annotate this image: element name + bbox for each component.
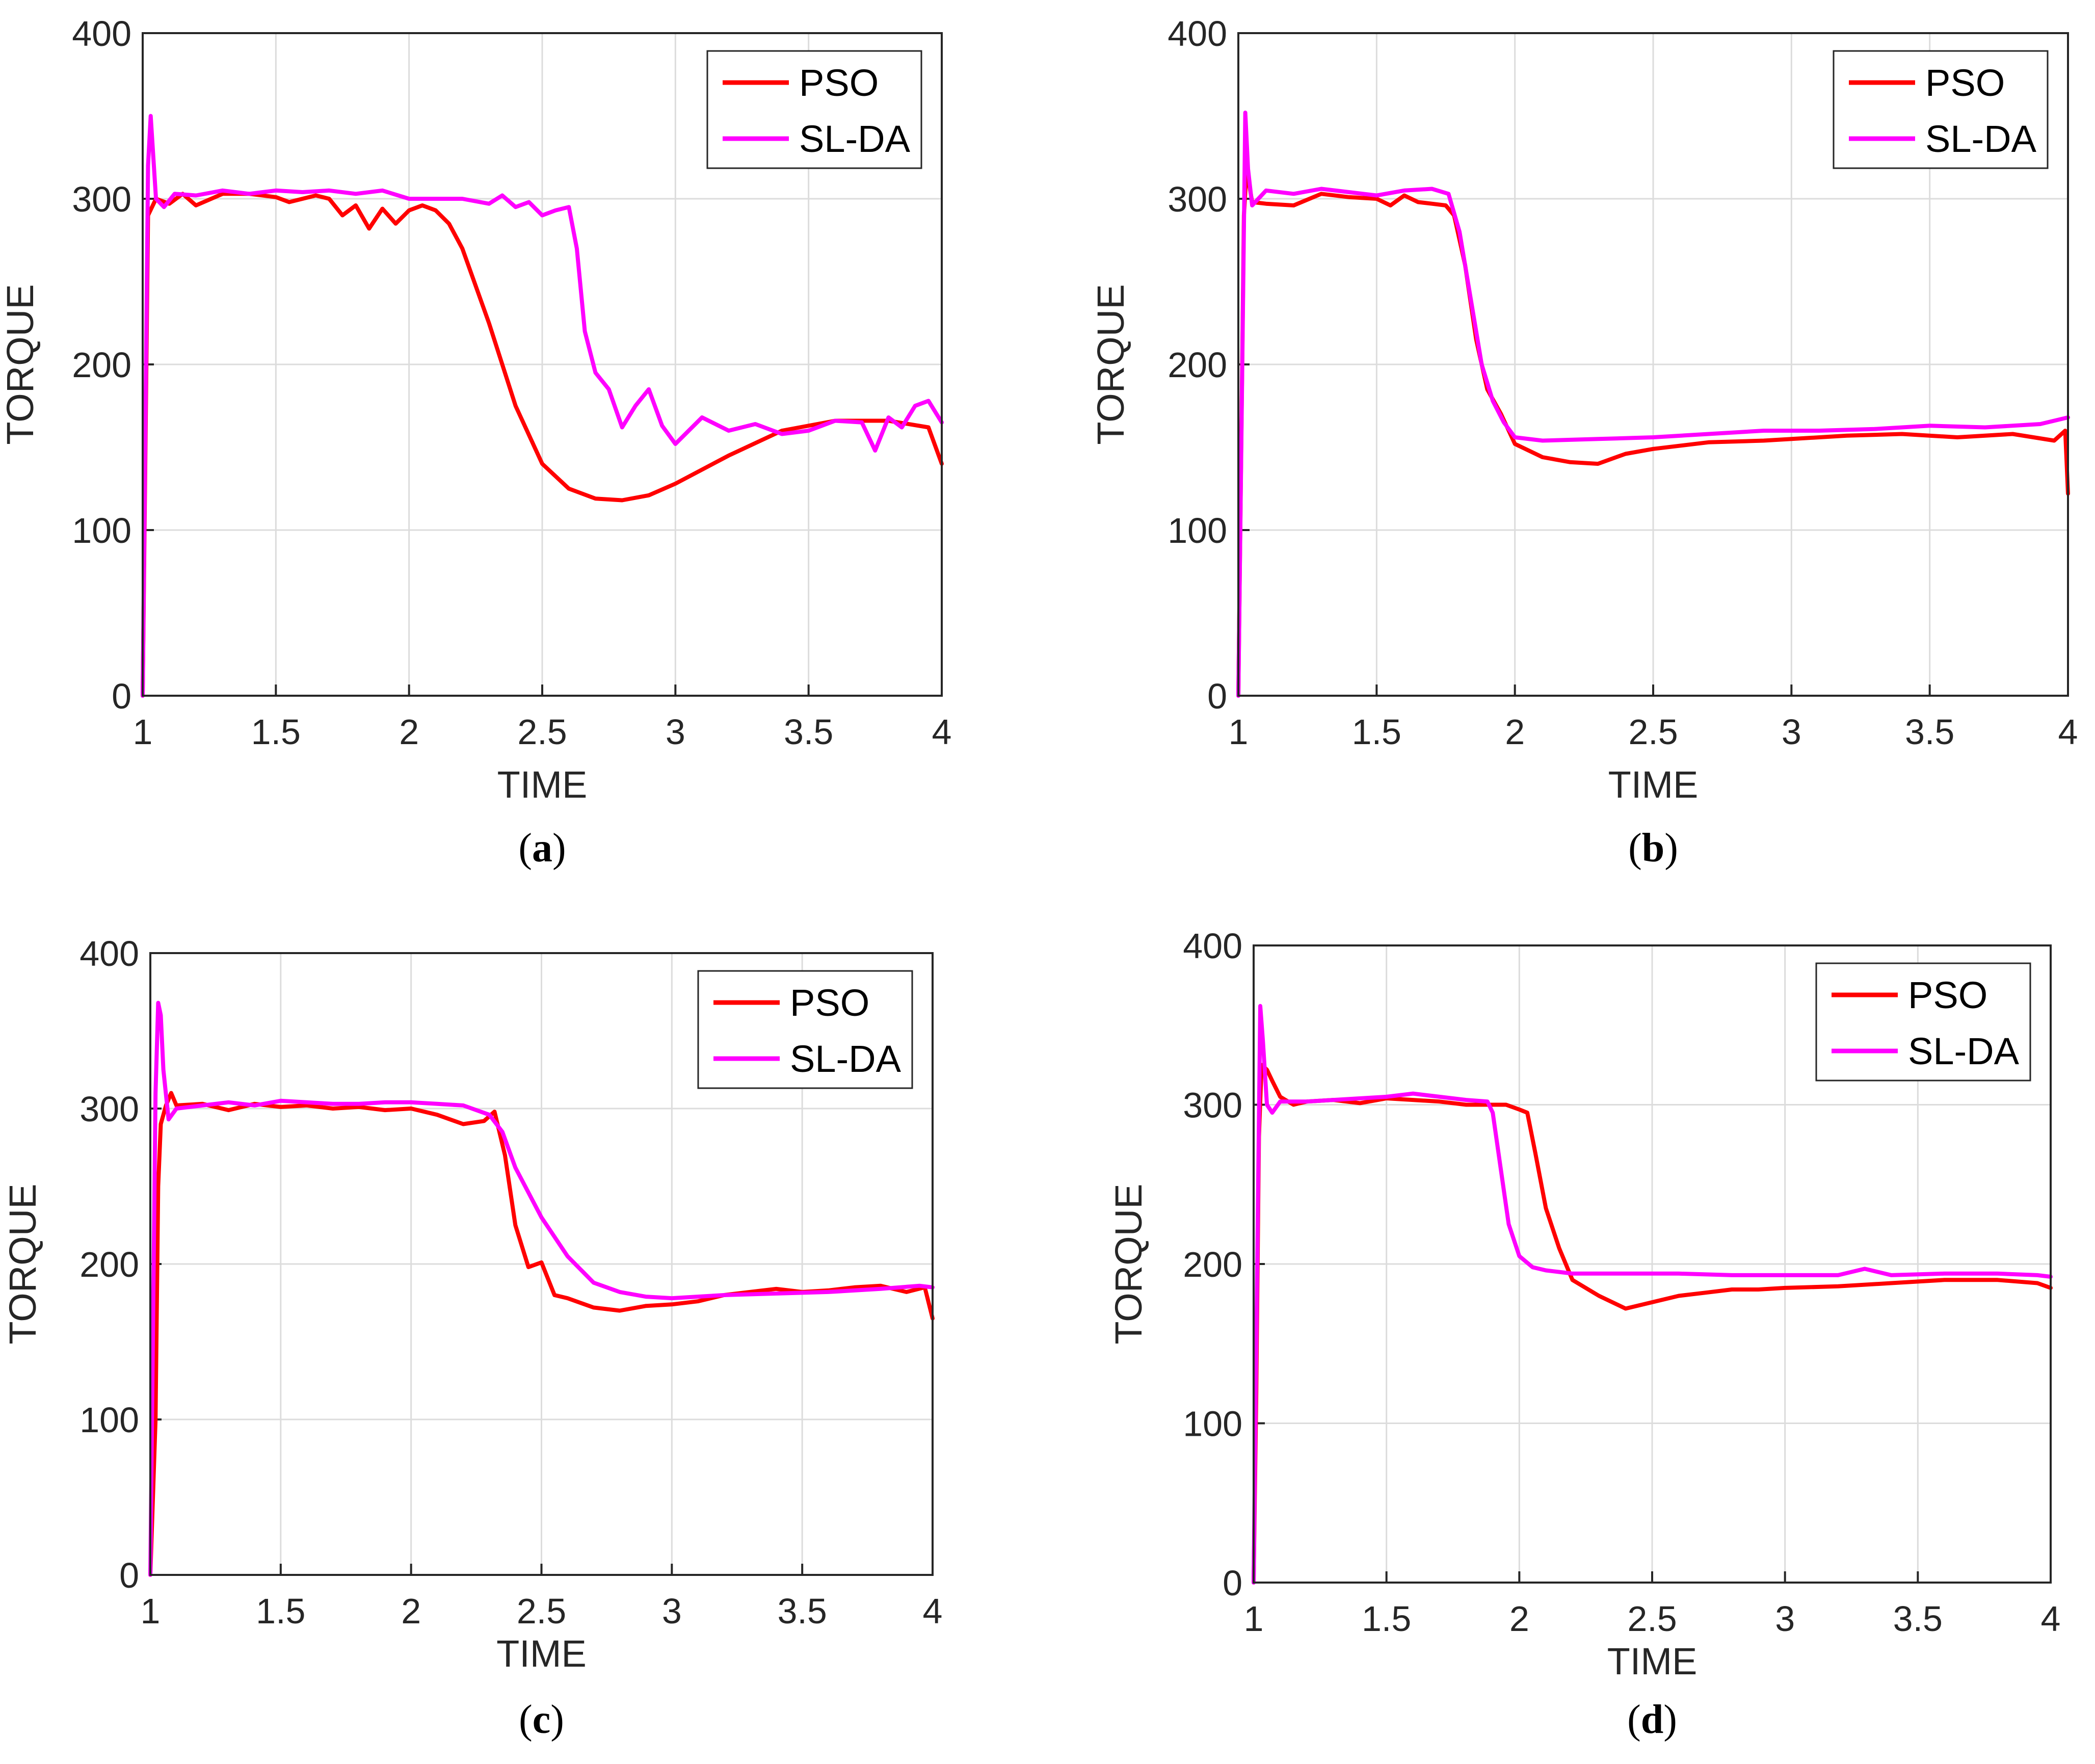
y-tick-label: 200 [79,1245,139,1284]
legend-label-pso: PSO [790,982,869,1024]
legend: PSO SL-DA [706,50,922,169]
y-tick-label: 100 [72,511,131,550]
series-line-pso [141,192,944,698]
y-axis-label: TORQUE [0,284,41,444]
legend-label-sl-da: SL-DA [1908,1030,2020,1072]
series-line-sl-da [141,114,944,698]
y-tick-label: 400 [1168,14,1227,54]
series-line-sl-da [1252,1004,2053,1585]
y-tick-label: 400 [1183,926,1242,966]
panel-caption-letter: b [1642,826,1665,871]
legend: PSO SL-DA [1815,962,2031,1082]
legend-box [697,970,913,1089]
x-tick-label: 1 [1229,712,1249,752]
x-tick-label: 4 [2041,1599,2061,1639]
y-tick-label: 400 [79,934,139,973]
x-tick-label: 4 [923,1591,943,1631]
y-tick-label: 300 [1183,1086,1242,1125]
y-tick-label: 0 [1207,676,1227,716]
panel-caption: (c) [519,1697,564,1742]
x-tick-label: 3.5 [1893,1599,1943,1639]
legend-label-pso: PSO [1908,974,1987,1016]
x-tick-label: 3.5 [1905,712,1954,752]
series-line-sl-da [1236,111,2070,698]
legend-label-sl-da: SL-DA [1925,118,2037,160]
x-tick-label: 4 [2058,712,2078,752]
series-line-pso [1252,1063,2053,1585]
x-tick-label: 3.5 [784,712,833,752]
x-tick-label: 2.5 [1627,1599,1677,1639]
x-tick-label: 1 [141,1591,161,1631]
legend: PSO SL-DA [697,970,913,1089]
y-tick-label: 400 [72,14,131,54]
y-tick-label: 100 [1183,1404,1242,1444]
y-tick-label: 0 [1223,1563,1242,1603]
chart-panel-a: 1 1.5 2 2.5 3 3.5 4 0 100 200 300 400 TIME TORQUE PSO S… [0,14,951,871]
x-tick-label: 4 [932,712,952,752]
axes-frame [142,32,943,697]
legend-box [706,50,922,169]
x-tick-label: 2 [1509,1599,1529,1639]
y-tick-label: 100 [79,1400,139,1440]
panel-caption-letter: d [1641,1697,1664,1742]
y-tick-label: 300 [72,179,131,219]
x-tick-label: 2 [399,712,419,752]
panel-caption: (b) [1628,826,1678,871]
x-tick-label: 1.5 [251,712,301,752]
legend: PSO SL-DA [1833,50,2049,169]
axes-frame [149,952,934,1576]
x-tick-label: 3.5 [778,1591,827,1631]
y-tick-label: 100 [1168,511,1227,550]
axes-frame [1237,32,2069,697]
y-tick-label: 0 [112,676,131,716]
x-tick-label: 2.5 [517,1591,566,1631]
panel-caption: (d) [1627,1697,1677,1742]
y-tick-label: 200 [1183,1245,1242,1284]
x-axis-label: TIME [496,1633,587,1675]
y-tick-label: 200 [72,345,131,385]
chart-panel-b: 1 1.5 2 2.5 3 3.5 4 0 100 200 300 400 TIME TORQUE PSO S… [1090,14,2078,871]
y-tick-label: 300 [1168,179,1227,219]
x-tick-label: 3 [662,1591,682,1631]
x-tick-label: 2 [401,1591,421,1631]
y-tick-label: 0 [119,1556,139,1595]
x-tick-label: 2 [1505,712,1525,752]
x-axis-label: TIME [1607,1640,1698,1682]
y-axis-label: TORQUE [2,1183,44,1344]
series-line-sl-da [148,1001,935,1577]
x-tick-label: 2.5 [517,712,567,752]
x-axis-label: TIME [497,763,588,806]
x-tick-label: 1.5 [256,1591,305,1631]
chart-panel-d: 1 1.5 2 2.5 3 3.5 4 0 100 200 300 400 TIME TORQUE PSO S… [1107,926,2060,1742]
x-tick-label: 3 [1775,1599,1795,1639]
x-axis-label: TIME [1608,763,1699,806]
x-tick-label: 3 [1782,712,1801,752]
legend-label-sl-da: SL-DA [799,118,911,160]
x-tick-label: 1.5 [1352,712,1401,752]
chart-panel-c: 1 1.5 2 2.5 3 3.5 4 0 100 200 300 400 TIME TORQUE PSO S… [2,934,942,1742]
x-tick-label: 3 [666,712,685,752]
x-tick-label: 1.5 [1362,1599,1411,1639]
series-line-pso [148,1091,935,1577]
legend-box [1833,50,2049,169]
y-axis-label: TORQUE [1090,284,1132,444]
legend-box [1815,962,2031,1082]
axes-frame [1253,944,2052,1584]
panel-caption-letter: c [533,1697,551,1742]
legend-label-pso: PSO [799,62,879,104]
y-tick-label: 200 [1168,345,1227,385]
x-tick-label: 1 [133,712,153,752]
y-axis-label: TORQUE [1107,1183,1150,1344]
panel-caption: (a) [518,826,566,871]
legend-label-pso: PSO [1925,62,2005,104]
panel-caption-letter: a [532,826,552,871]
x-tick-label: 2.5 [1628,712,1678,752]
legend-label-sl-da: SL-DA [790,1038,901,1080]
x-tick-label: 1 [1244,1599,1264,1639]
y-tick-label: 300 [79,1089,139,1129]
